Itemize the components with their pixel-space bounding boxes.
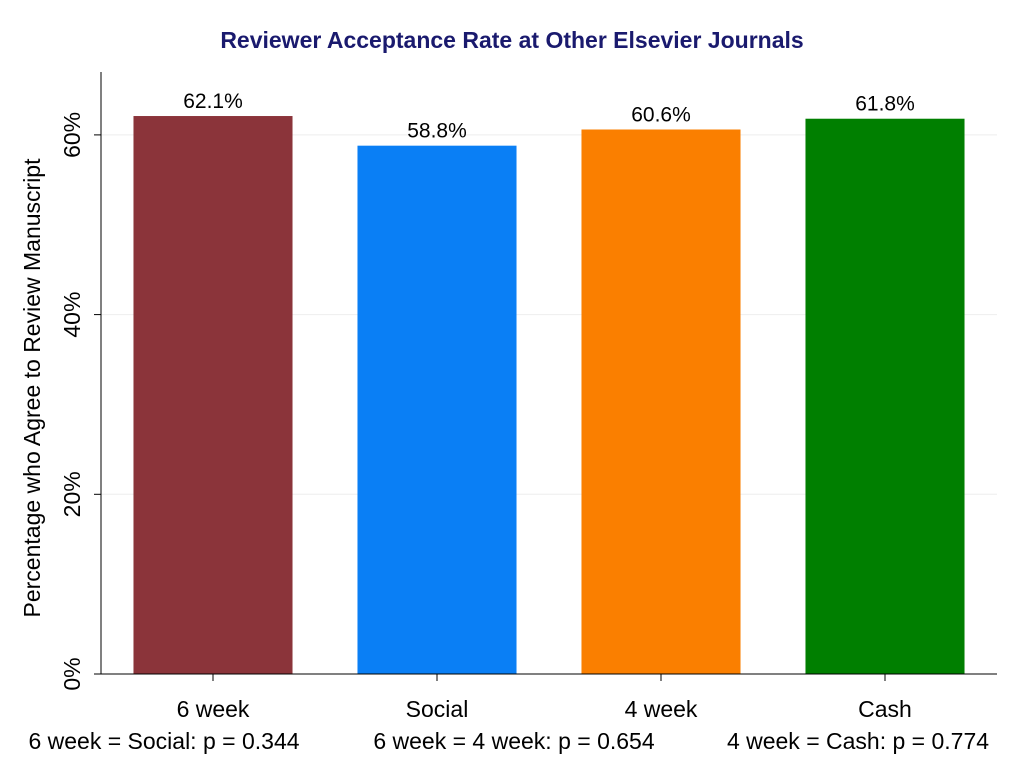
bar	[805, 118, 965, 674]
y-tick-label: 60%	[59, 112, 85, 158]
y-tick-label: 0%	[59, 657, 85, 690]
bar-value-labels: 62.1% 58.8% 60.6% 61.8%	[183, 90, 915, 143]
x-tick-label: 6 week	[177, 696, 250, 722]
y-axis-label: Percentage who Agree to Review Manuscrip…	[19, 158, 45, 618]
bar	[581, 129, 741, 675]
bar-value-label: 58.8%	[407, 120, 467, 143]
x-tick-label: 4 week	[625, 696, 698, 722]
bar	[133, 116, 293, 675]
x-tick-label: Social	[406, 696, 469, 722]
note-6week-vs-4week: 6 week = 4 week: p = 0.654	[373, 728, 655, 754]
y-tick-label: 20%	[59, 471, 85, 517]
x-axis-ticks: 6 week Social 4 week Cash	[177, 674, 912, 722]
note-6week-vs-social: 6 week = Social: p = 0.344	[28, 728, 299, 754]
significance-notes: 6 week = Social: p = 0.344 6 week = 4 we…	[28, 728, 989, 754]
bar-value-label: 62.1%	[183, 90, 243, 113]
x-tick-label: Cash	[858, 696, 912, 722]
y-tick-label: 40%	[59, 292, 85, 338]
bar	[357, 145, 517, 674]
y-axis-ticks: 0% 20% 40% 60%	[59, 112, 101, 691]
bars	[133, 116, 965, 675]
chart-title: Reviewer Acceptance Rate at Other Elsevi…	[220, 27, 803, 53]
bar-value-label: 60.6%	[631, 104, 691, 127]
bar-value-label: 61.8%	[855, 93, 915, 116]
note-4week-vs-cash: 4 week = Cash: p = 0.774	[727, 728, 989, 754]
